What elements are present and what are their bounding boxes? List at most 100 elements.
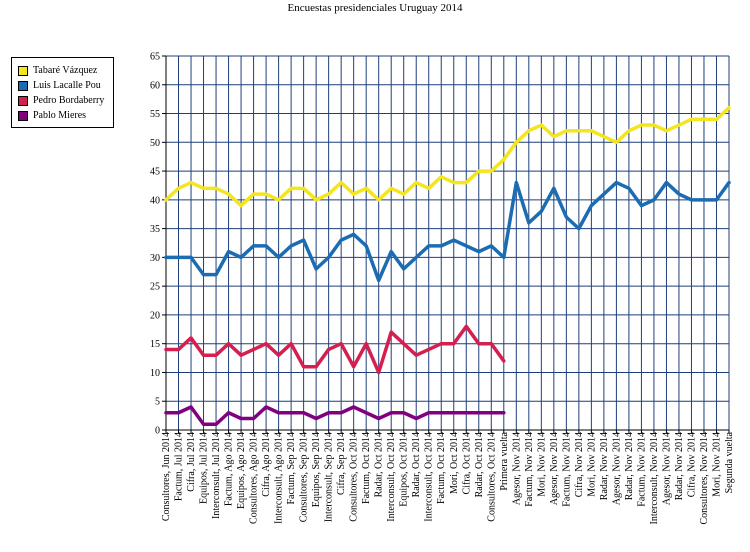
x-tick-label: Mori, Nov 2014 bbox=[536, 432, 547, 497]
data-point-luis-lacalle-pou bbox=[189, 255, 193, 259]
data-point-tabare-vazquez bbox=[202, 186, 206, 190]
data-point-pedro-bordaberry bbox=[339, 342, 343, 346]
x-tick-label: Interconsult, Nov 2014 bbox=[649, 432, 660, 525]
data-point-pablo-mieres bbox=[327, 411, 331, 415]
data-point-luis-lacalle-pou bbox=[452, 238, 456, 242]
legend-swatch bbox=[18, 80, 28, 91]
data-point-luis-lacalle-pou bbox=[289, 244, 293, 248]
x-tick-label: Cifra, Nov 2014 bbox=[686, 432, 697, 497]
data-point-pablo-mieres bbox=[189, 405, 193, 409]
legend: Tabaré Vázquez Luis Lacalle Pou Pedro Bord… bbox=[11, 57, 114, 128]
data-point-pedro-bordaberry bbox=[352, 365, 356, 369]
data-point-pedro-bordaberry bbox=[264, 342, 268, 346]
x-tick-label: Cifra, Sep 2014 bbox=[336, 432, 347, 495]
data-point-tabare-vazquez bbox=[452, 181, 456, 185]
data-point-pablo-mieres bbox=[477, 411, 481, 415]
data-point-tabare-vazquez bbox=[714, 117, 718, 121]
data-point-pablo-mieres bbox=[252, 416, 256, 420]
data-point-pablo-mieres bbox=[352, 405, 356, 409]
data-point-pedro-bordaberry bbox=[389, 330, 393, 334]
legend-item: Pablo Mieres bbox=[18, 108, 113, 123]
data-point-luis-lacalle-pou bbox=[577, 227, 581, 231]
data-point-luis-lacalle-pou bbox=[652, 198, 656, 202]
data-point-luis-lacalle-pou bbox=[527, 221, 531, 225]
data-point-luis-lacalle-pou bbox=[302, 238, 306, 242]
data-point-luis-lacalle-pou bbox=[439, 244, 443, 248]
data-point-tabare-vazquez bbox=[302, 186, 306, 190]
data-point-pedro-bordaberry bbox=[239, 353, 243, 357]
data-point-luis-lacalle-pou bbox=[164, 255, 168, 259]
data-point-pablo-mieres bbox=[202, 422, 206, 426]
x-tick-label: Factum, Oct 2014 bbox=[361, 432, 372, 504]
y-tick-label: 25 bbox=[150, 282, 160, 293]
x-tick-label: Factum, Nov 2014 bbox=[636, 432, 647, 507]
chart-title: Encuestas presidenciales Uruguay 2014 bbox=[287, 2, 463, 14]
y-tick-label: 15 bbox=[150, 339, 160, 350]
data-point-tabare-vazquez bbox=[652, 123, 656, 127]
x-tick-label: Interconsult, Sep 2014 bbox=[324, 432, 335, 522]
data-point-tabare-vazquez bbox=[427, 186, 431, 190]
x-tick-label: Equipos, Ago 2014 bbox=[236, 432, 247, 509]
y-tick-label: 20 bbox=[150, 310, 160, 321]
data-point-pablo-mieres bbox=[414, 416, 418, 420]
data-point-luis-lacalle-pou bbox=[214, 273, 218, 277]
data-point-pablo-mieres bbox=[464, 411, 468, 415]
data-point-pedro-bordaberry bbox=[164, 347, 168, 351]
x-tick-label: Mori, Oct 2014 bbox=[449, 432, 460, 494]
x-tick-label: Radar, Nov 2014 bbox=[674, 432, 685, 500]
x-tick-label: Radar, Oct 2014 bbox=[474, 432, 485, 497]
x-tick-label: Primera vuelta bbox=[499, 431, 510, 490]
x-tick-label: Factum, Nov 2014 bbox=[524, 432, 535, 507]
data-point-pedro-bordaberry bbox=[377, 370, 381, 374]
data-point-tabare-vazquez bbox=[614, 140, 618, 144]
data-point-pedro-bordaberry bbox=[177, 347, 181, 351]
data-point-tabare-vazquez bbox=[314, 198, 318, 202]
data-point-tabare-vazquez bbox=[639, 123, 643, 127]
x-tick-label: Factum, Oct 2014 bbox=[436, 432, 447, 504]
legend-item: Pedro Bordaberry bbox=[18, 93, 113, 108]
x-tick-label: Consultores, Oct 2014 bbox=[486, 432, 497, 522]
data-point-luis-lacalle-pou bbox=[277, 255, 281, 259]
data-point-pedro-bordaberry bbox=[314, 365, 318, 369]
data-point-tabare-vazquez bbox=[264, 192, 268, 196]
data-point-luis-lacalle-pou bbox=[352, 232, 356, 236]
data-point-tabare-vazquez bbox=[502, 158, 506, 162]
data-point-pablo-mieres bbox=[427, 411, 431, 415]
data-point-pablo-mieres bbox=[177, 411, 181, 415]
legend-item: Tabaré Vázquez bbox=[18, 63, 113, 78]
x-tick-label: Radar, Nov 2014 bbox=[599, 432, 610, 500]
data-point-pedro-bordaberry bbox=[489, 342, 493, 346]
data-point-pablo-mieres bbox=[364, 411, 368, 415]
data-point-luis-lacalle-pou bbox=[252, 244, 256, 248]
data-point-tabare-vazquez bbox=[352, 192, 356, 196]
data-point-tabare-vazquez bbox=[164, 198, 168, 202]
data-point-luis-lacalle-pou bbox=[427, 244, 431, 248]
x-tick-label: Equipos, Sep 2014 bbox=[311, 432, 322, 507]
x-tick-label: Cifra, Oct 2014 bbox=[461, 432, 472, 495]
data-point-tabare-vazquez bbox=[664, 129, 668, 133]
series-line-tabare-vazquez bbox=[164, 106, 731, 208]
x-tick-label: Mori, Nov 2014 bbox=[586, 432, 597, 497]
data-point-luis-lacalle-pou bbox=[502, 255, 506, 259]
data-point-luis-lacalle-pou bbox=[264, 244, 268, 248]
data-point-luis-lacalle-pou bbox=[177, 255, 181, 259]
data-point-luis-lacalle-pou bbox=[552, 186, 556, 190]
data-point-luis-lacalle-pou bbox=[602, 192, 606, 196]
data-point-luis-lacalle-pou bbox=[364, 244, 368, 248]
data-point-tabare-vazquez bbox=[577, 129, 581, 133]
data-point-luis-lacalle-pou bbox=[327, 255, 331, 259]
data-point-luis-lacalle-pou bbox=[389, 250, 393, 254]
x-tick-label: Agesor, Nov 2014 bbox=[549, 432, 560, 505]
data-point-pedro-bordaberry bbox=[227, 342, 231, 346]
x-tick-label: Factum, Nov 2014 bbox=[561, 432, 572, 507]
x-tick-label: Interconsult, Oct 2014 bbox=[424, 432, 435, 522]
data-point-pedro-bordaberry bbox=[277, 353, 281, 357]
data-point-luis-lacalle-pou bbox=[702, 198, 706, 202]
data-point-tabare-vazquez bbox=[402, 192, 406, 196]
x-tick-label: Radar, Nov 2014 bbox=[624, 432, 635, 500]
data-point-pedro-bordaberry bbox=[302, 365, 306, 369]
data-point-tabare-vazquez bbox=[539, 123, 543, 127]
data-point-luis-lacalle-pou bbox=[227, 250, 231, 254]
data-point-pedro-bordaberry bbox=[327, 347, 331, 351]
